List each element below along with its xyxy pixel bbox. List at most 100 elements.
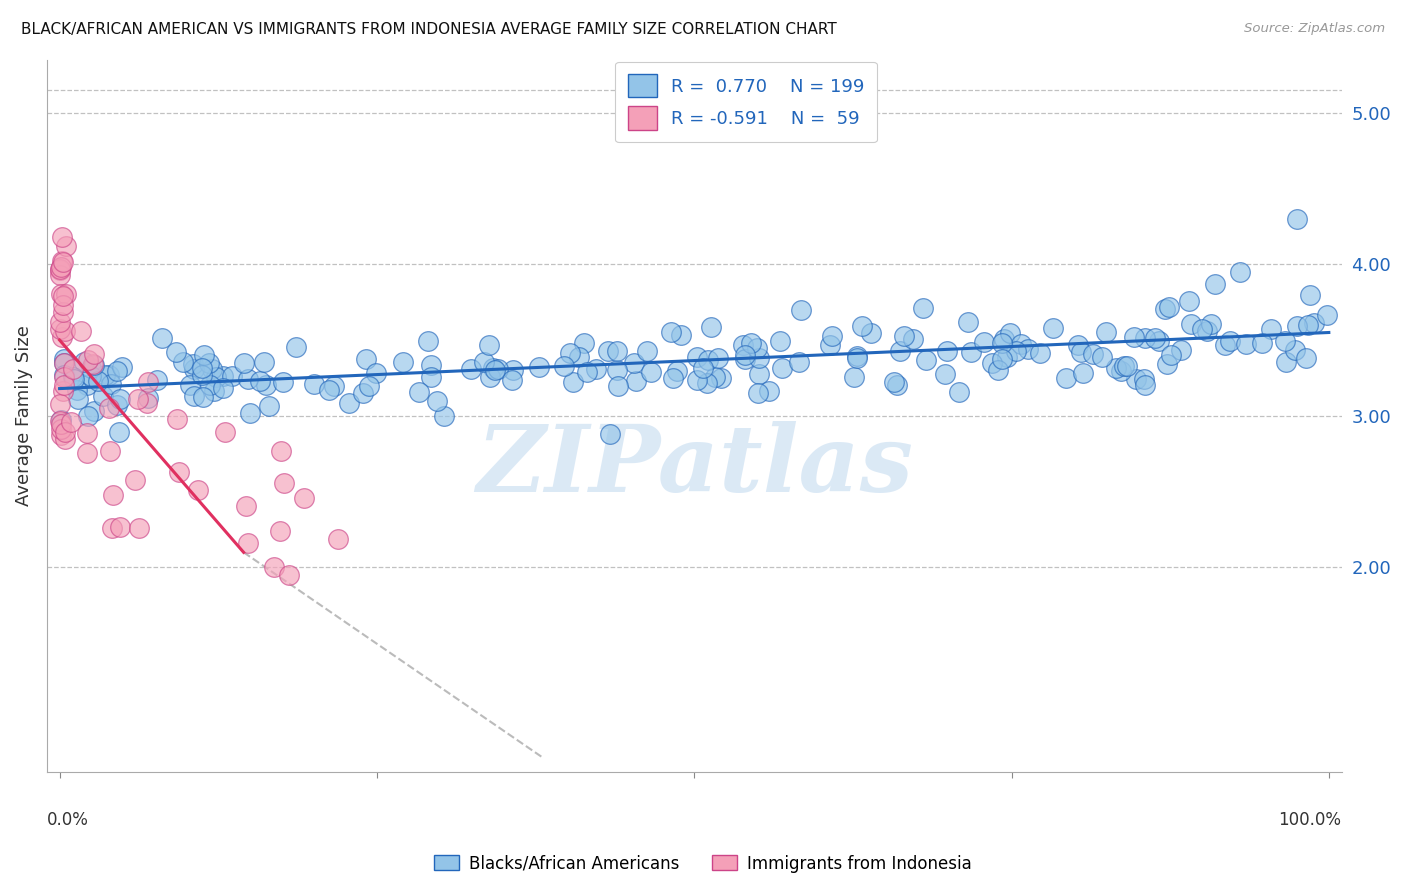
Point — [662, 370, 685, 384]
Point — [623, 356, 645, 370]
Point — [98, 368, 121, 383]
Point — [53, 352, 76, 367]
Point — [669, 327, 692, 342]
Point — [70, 324, 93, 338]
Point — [76, 377, 98, 392]
Point — [49, 286, 72, 301]
Point — [502, 363, 524, 377]
Point — [76, 446, 98, 460]
Point — [1066, 337, 1088, 351]
Point — [52, 356, 75, 370]
Point — [957, 315, 980, 329]
Point — [366, 366, 388, 380]
Point — [135, 395, 157, 409]
Point — [914, 352, 936, 367]
Point — [392, 355, 415, 369]
Point — [1112, 359, 1135, 373]
Point — [790, 302, 813, 317]
Point — [1081, 347, 1104, 361]
Point — [1017, 342, 1039, 356]
Point — [183, 362, 205, 376]
Point — [53, 356, 76, 370]
Point — [97, 401, 120, 415]
Point — [105, 364, 128, 378]
Point — [63, 372, 86, 386]
Point — [901, 332, 924, 346]
Point — [73, 355, 96, 369]
Point — [1116, 359, 1139, 373]
Point — [270, 443, 292, 458]
Point — [108, 392, 131, 406]
Point — [1054, 371, 1077, 385]
Point — [59, 416, 82, 430]
Point — [86, 374, 108, 388]
Point — [666, 364, 689, 378]
Point — [859, 326, 882, 341]
Point — [326, 532, 349, 546]
Point — [1029, 346, 1052, 360]
Point — [83, 347, 105, 361]
Point — [111, 359, 134, 374]
Point — [1204, 277, 1226, 291]
Point — [77, 409, 100, 424]
Point — [846, 349, 869, 363]
Point — [205, 370, 228, 384]
Point — [1295, 351, 1317, 366]
Point — [198, 356, 221, 370]
Point — [190, 368, 212, 382]
Point — [686, 351, 709, 365]
Point — [1234, 337, 1257, 351]
Point — [420, 370, 443, 384]
Point — [52, 289, 75, 303]
Point — [1219, 334, 1241, 349]
Point — [52, 255, 75, 269]
Point — [49, 397, 72, 411]
Point — [987, 363, 1010, 377]
Point — [501, 373, 523, 387]
Point — [51, 297, 73, 311]
Point — [707, 351, 730, 365]
Point — [52, 304, 75, 318]
Point — [238, 371, 260, 385]
Point — [844, 370, 866, 384]
Point — [1010, 336, 1032, 351]
Point — [572, 335, 595, 350]
Point — [883, 375, 905, 389]
Point — [269, 524, 291, 539]
Point — [704, 370, 727, 384]
Point — [948, 384, 970, 399]
Point — [211, 369, 233, 384]
Point — [55, 286, 77, 301]
Point — [1299, 287, 1322, 301]
Point — [1160, 348, 1182, 362]
Point — [294, 491, 316, 505]
Point — [83, 358, 105, 372]
Point — [277, 567, 299, 582]
Point — [51, 229, 73, 244]
Point — [748, 351, 770, 365]
Text: Source: ZipAtlas.com: Source: ZipAtlas.com — [1244, 22, 1385, 36]
Point — [53, 324, 76, 338]
Point — [768, 334, 790, 348]
Point — [124, 473, 146, 487]
Point — [700, 319, 723, 334]
Point — [52, 368, 75, 383]
Point — [1133, 372, 1156, 386]
Point — [560, 346, 582, 360]
Point — [82, 357, 104, 371]
Point — [575, 365, 598, 379]
Text: BLACK/AFRICAN AMERICAN VS IMMIGRANTS FROM INDONESIA AVERAGE FAMILY SIZE CORRELAT: BLACK/AFRICAN AMERICAN VS IMMIGRANTS FRO… — [21, 22, 837, 37]
Point — [640, 365, 662, 379]
Point — [221, 368, 243, 383]
Point — [146, 373, 169, 387]
Point — [636, 343, 658, 358]
Point — [235, 500, 257, 514]
Point — [91, 389, 114, 403]
Point — [201, 362, 224, 376]
Point — [486, 362, 509, 376]
Point — [740, 335, 762, 350]
Point — [484, 363, 506, 377]
Point — [995, 350, 1018, 364]
Point — [1094, 326, 1116, 340]
Point — [1284, 343, 1306, 357]
